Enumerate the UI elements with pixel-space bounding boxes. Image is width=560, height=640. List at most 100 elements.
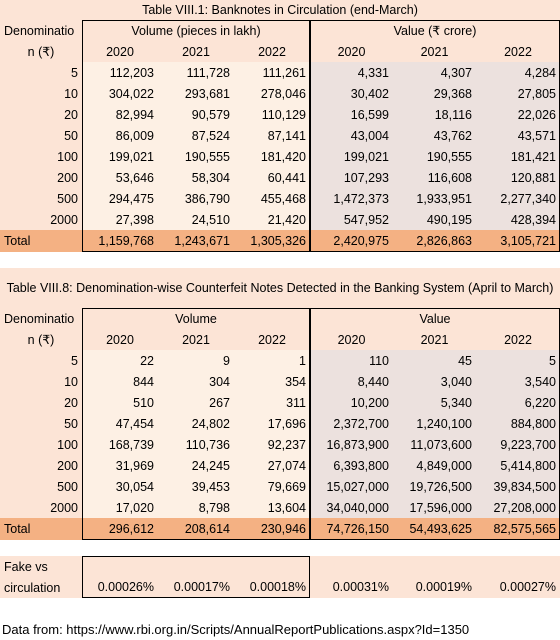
table-cell: 39,834,500 — [476, 476, 560, 497]
table-cell: 79,669 — [234, 476, 310, 497]
ratio-cell: 0.00031% — [310, 556, 393, 598]
table-cell: 47,454 — [82, 413, 158, 434]
table-title: Table VIII.1: Banknotes in Circulation (… — [0, 0, 560, 20]
table-cell: 190,555 — [158, 146, 234, 167]
year-header: 2022 — [476, 41, 560, 62]
year-header: 2021 — [158, 329, 234, 350]
denomination: 500 — [0, 188, 82, 209]
denomination: 2000 — [0, 497, 82, 518]
table-cell: 110,129 — [234, 104, 310, 125]
table-cell: 45 — [393, 350, 476, 371]
table-cell: 1,472,373 — [310, 188, 393, 209]
year-header: 2022 — [234, 41, 310, 62]
table-cell: 24,510 — [158, 209, 234, 230]
total-label: Total — [0, 518, 82, 540]
table-cell: 58,304 — [158, 167, 234, 188]
total-cell: 230,946 — [234, 518, 310, 540]
table-cell: 39,453 — [158, 476, 234, 497]
ratio-cell: 0.00026% — [82, 556, 158, 598]
table-cell: 10,200 — [310, 392, 393, 413]
table-cell: 311 — [234, 392, 310, 413]
ratio-cell: 0.00017% — [158, 556, 234, 598]
denomination: 5 — [0, 62, 82, 83]
table-cell: 87,524 — [158, 125, 234, 146]
total-cell: 3,105,721 — [476, 230, 560, 252]
denomination: 50 — [0, 125, 82, 146]
table-cell: 112,203 — [82, 62, 158, 83]
total-cell: 2,420,975 — [310, 230, 393, 252]
denomination: 10 — [0, 371, 82, 392]
denomination: 500 — [0, 476, 82, 497]
table-cell: 16,873,900 — [310, 434, 393, 455]
year-header: 2022 — [234, 329, 310, 350]
table-cell: 60,441 — [234, 167, 310, 188]
table-cell: 190,555 — [393, 146, 476, 167]
table-cell: 354 — [234, 371, 310, 392]
table-cell: 9 — [158, 350, 234, 371]
table-cell: 22,026 — [476, 104, 560, 125]
table-cell: 2,277,340 — [476, 188, 560, 209]
table-cell: 199,021 — [82, 146, 158, 167]
header-label: Denominatio — [0, 308, 82, 329]
table-cell: 490,195 — [393, 209, 476, 230]
table-cell: 510 — [82, 392, 158, 413]
ratio-label: Fake vs — [0, 556, 82, 577]
ratio-cell: 0.00018% — [234, 556, 310, 598]
table-cell: 110,736 — [158, 434, 234, 455]
table-cell: 111,728 — [158, 62, 234, 83]
table-cell: 27,805 — [476, 83, 560, 104]
table-cell: 53,646 — [82, 167, 158, 188]
table-cell: 199,021 — [310, 146, 393, 167]
table-cell: 13,604 — [234, 497, 310, 518]
group-header: Volume — [82, 308, 310, 329]
table-cell: 3,040 — [393, 371, 476, 392]
denomination: 20 — [0, 104, 82, 125]
table-cell: 27,398 — [82, 209, 158, 230]
table-title: Table VIII.8: Denomination-wise Counterf… — [0, 268, 560, 308]
table-cell: 428,394 — [476, 209, 560, 230]
table-cell: 31,969 — [82, 455, 158, 476]
total-cell: 82,575,565 — [476, 518, 560, 540]
table-cell: 1 — [234, 350, 310, 371]
table-cell: 5,414,800 — [476, 455, 560, 476]
ratio-cell: 0.00027% — [476, 556, 560, 598]
denomination: 5 — [0, 350, 82, 371]
total-cell: 208,614 — [158, 518, 234, 540]
table-cell: 17,020 — [82, 497, 158, 518]
ratio-label: circulation — [0, 577, 82, 598]
total-label: Total — [0, 230, 82, 252]
table-cell: 82,994 — [82, 104, 158, 125]
table-cell: 181,421 — [476, 146, 560, 167]
table-cell: 11,073,600 — [393, 434, 476, 455]
table-cell: 9,223,700 — [476, 434, 560, 455]
denomination: 200 — [0, 167, 82, 188]
year-header: 2022 — [476, 329, 560, 350]
denomination: 20 — [0, 392, 82, 413]
table-cell: 22 — [82, 350, 158, 371]
table-cell: 293,681 — [158, 83, 234, 104]
table-cell: 4,307 — [393, 62, 476, 83]
source-note: Data from: https://www.rbi.org.in/Script… — [2, 622, 470, 637]
table-cell: 547,952 — [310, 209, 393, 230]
table-cell: 8,798 — [158, 497, 234, 518]
table-cell: 87,141 — [234, 125, 310, 146]
total-cell: 296,612 — [82, 518, 158, 540]
total-cell: 1,305,326 — [234, 230, 310, 252]
table-cell: 3,540 — [476, 371, 560, 392]
table-cell: 168,739 — [82, 434, 158, 455]
total-cell: 1,159,768 — [82, 230, 158, 252]
table-cell: 294,475 — [82, 188, 158, 209]
year-header: 2021 — [393, 329, 476, 350]
table-cell: 844 — [82, 371, 158, 392]
table-cell: 8,440 — [310, 371, 393, 392]
table-cell: 43,571 — [476, 125, 560, 146]
table-cell: 120,881 — [476, 167, 560, 188]
table-cell: 1,240,100 — [393, 413, 476, 434]
header-label: Denominatio — [0, 20, 82, 41]
group-header: Value — [310, 308, 560, 329]
header-label: n (₹) — [0, 329, 82, 350]
year-header: 2020 — [82, 41, 158, 62]
denomination: 2000 — [0, 209, 82, 230]
table-cell: 1,933,951 — [393, 188, 476, 209]
